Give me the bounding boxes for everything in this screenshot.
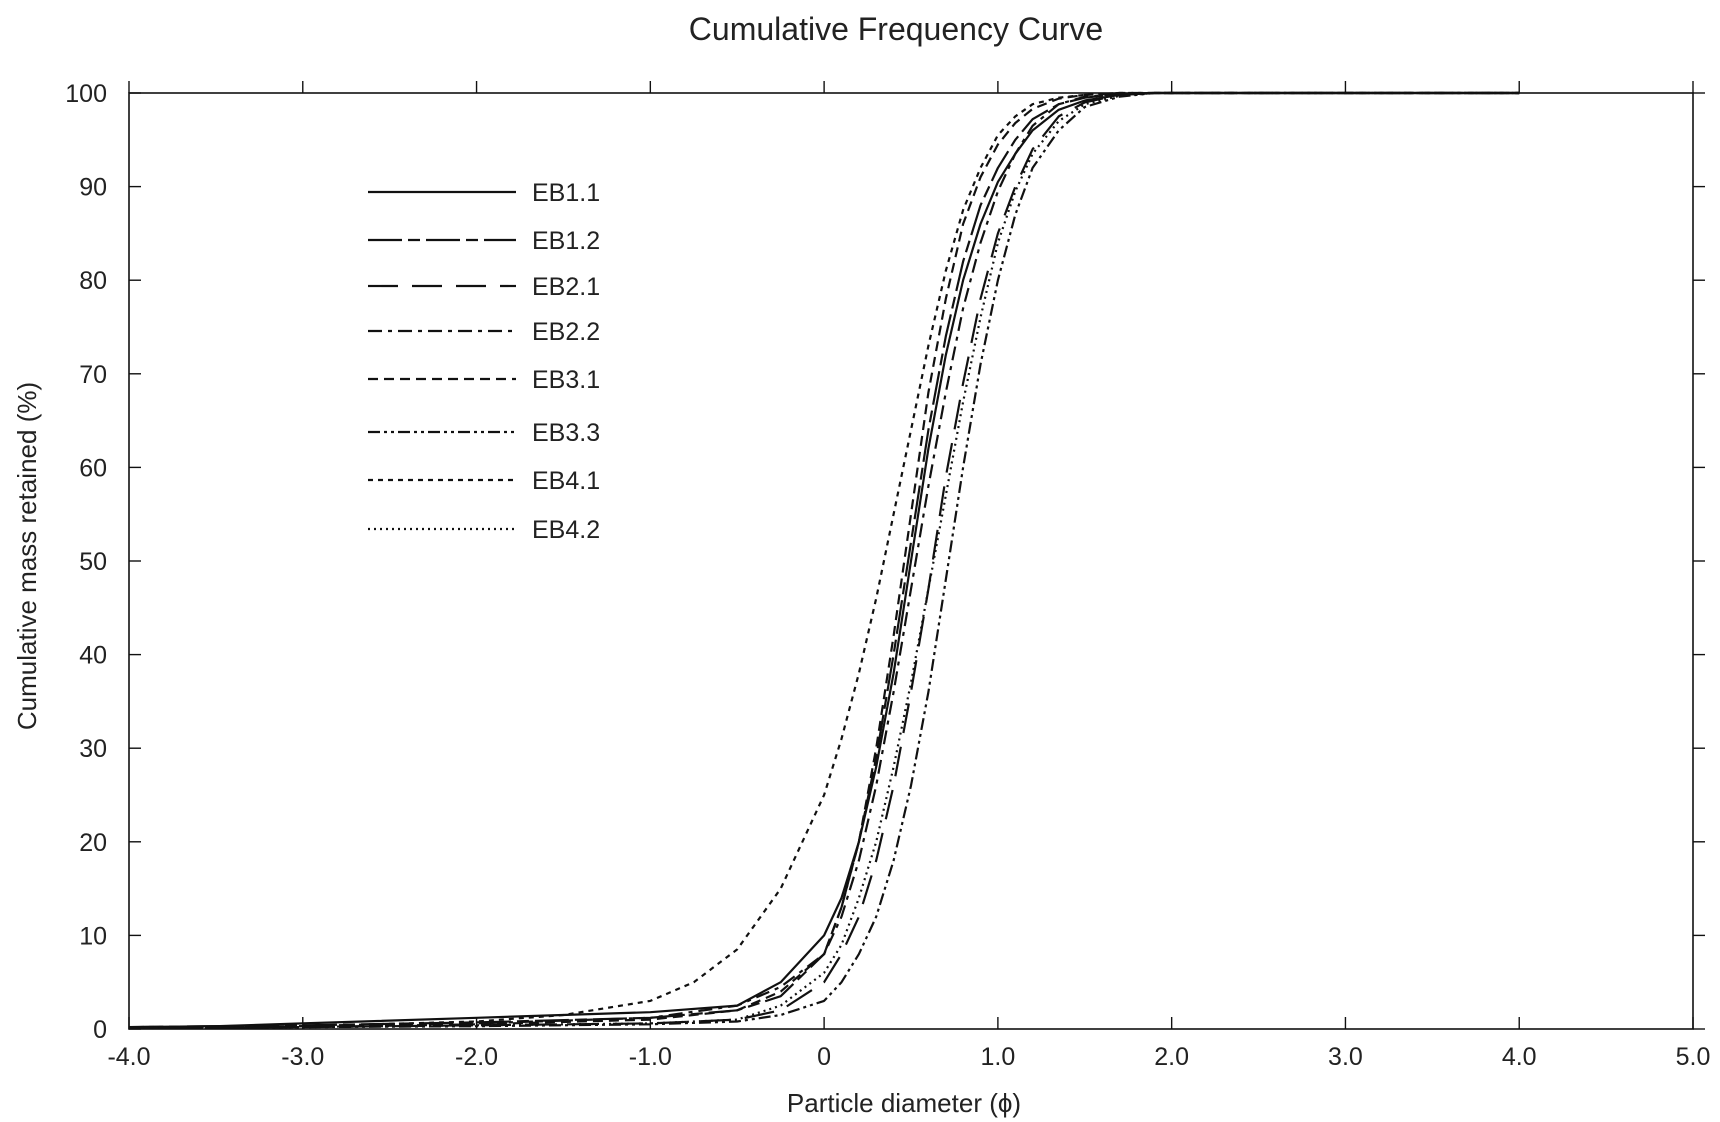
y-axis-label: Cumulative mass retained (%) (12, 382, 42, 730)
y-tick-label: 70 (79, 361, 107, 389)
series-line-eb2-1 (128, 91, 1520, 1030)
chart-title: Cumulative Frequency Curve (689, 11, 1103, 47)
legend-label: EB1.1 (532, 179, 600, 207)
series-line-eb4-2 (128, 91, 1520, 1030)
series-line-eb4-1 (128, 91, 1520, 1029)
legend-label: EB3.1 (532, 366, 600, 394)
y-tick-label: 60 (79, 454, 107, 482)
series-line-eb3-3 (128, 91, 1520, 1030)
legend-label: EB2.1 (532, 273, 600, 301)
y-tick-label: 100 (65, 80, 107, 108)
y-tick-label: 90 (79, 174, 107, 202)
y-axis-ticks: 0 10 20 30 40 50 60 70 80 90 100 (65, 80, 1705, 1044)
legend-label: EB2.2 (532, 318, 600, 346)
series-line-eb3-1 (128, 91, 1520, 1030)
legend-label: EB4.2 (532, 516, 600, 544)
legend-label: EB4.1 (532, 467, 600, 495)
series-line-eb1-1 (128, 91, 1520, 1029)
x-tick-label: 4.0 (1502, 1043, 1537, 1071)
y-tick-label: 50 (79, 548, 107, 576)
x-tick-label: -2.0 (455, 1043, 498, 1071)
y-tick-label: 40 (79, 642, 107, 670)
legend-label: EB3.3 (532, 419, 600, 447)
series-lines (128, 91, 1520, 1030)
x-tick-label: -3.0 (281, 1043, 324, 1071)
y-tick-label: 80 (79, 267, 107, 295)
legend-label: EB1.2 (532, 227, 600, 255)
series-line-eb1-2 (128, 91, 1520, 1029)
x-axis-ticks: -4.0 -3.0 -2.0 -1.0 0 1.0 2.0 3.0 4.0 5.0 (107, 81, 1710, 1071)
y-tick-label: 30 (79, 735, 107, 763)
x-tick-label: -4.0 (107, 1043, 150, 1071)
x-tick-label: 5.0 (1676, 1043, 1711, 1071)
x-axis-label: Particle diameter (ϕ) (787, 1088, 1021, 1118)
x-tick-label: 1.0 (981, 1043, 1016, 1071)
legend: EB1.1 EB1.2 EB2.1 EB2.2 EB3.1 EB3.3 EB4.1 EB4.2 (368, 179, 600, 544)
y-tick-label: 20 (79, 829, 107, 857)
x-tick-label: 3.0 (1328, 1043, 1363, 1071)
x-tick-label: 2.0 (1154, 1043, 1189, 1071)
series-line-eb2-2 (128, 91, 1520, 1030)
x-tick-label: -1.0 (629, 1043, 672, 1071)
y-tick-label: 0 (93, 1016, 107, 1044)
y-tick-label: 10 (79, 922, 107, 950)
x-tick-label: 0 (817, 1043, 831, 1071)
